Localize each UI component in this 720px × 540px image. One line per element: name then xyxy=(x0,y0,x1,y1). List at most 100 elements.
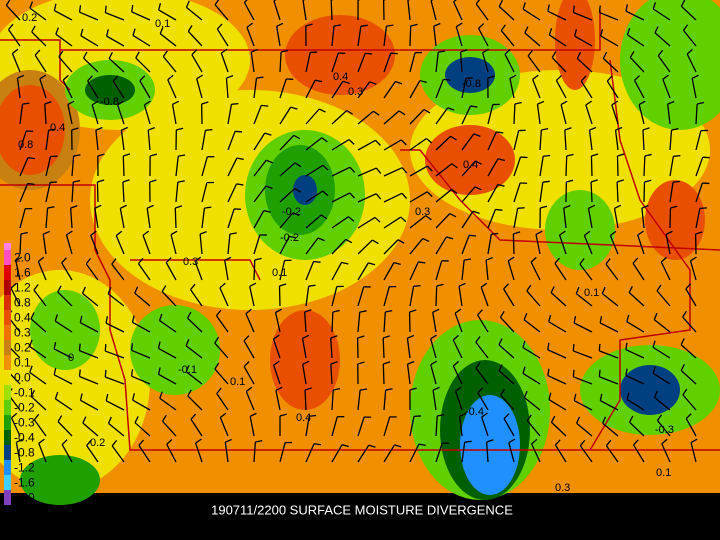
wind-barb xyxy=(662,74,669,80)
wind-barb xyxy=(409,165,428,177)
wind-barb xyxy=(171,104,177,125)
wind-barb xyxy=(626,314,630,322)
wind-barb xyxy=(503,283,509,290)
wind-barb xyxy=(330,0,333,21)
legend-label: -0.4 xyxy=(14,431,35,445)
wind-barb xyxy=(104,5,107,13)
wind-barb xyxy=(383,390,387,411)
wind-barb xyxy=(486,439,494,443)
wind-barb xyxy=(611,104,619,125)
wind-barb xyxy=(29,371,47,385)
wind-barb xyxy=(305,214,322,229)
wind-barb xyxy=(574,35,593,47)
wind-barb xyxy=(522,372,541,385)
wind-barb xyxy=(279,260,286,281)
wind-barb xyxy=(560,104,567,125)
wind-barb xyxy=(657,49,664,57)
wind-barb xyxy=(345,238,353,244)
wind-barb xyxy=(105,400,125,411)
wind-barb xyxy=(626,398,645,411)
wind-barb xyxy=(524,32,541,47)
wind-barb xyxy=(409,215,427,229)
wind-barb xyxy=(454,390,463,411)
contour-label: 0.1 xyxy=(155,18,170,30)
legend-label: -1.2 xyxy=(14,461,35,475)
wind-barb xyxy=(349,166,356,173)
wind-barb xyxy=(57,291,73,307)
wind-barb xyxy=(85,257,92,265)
wind-barb xyxy=(626,321,645,333)
wind-barb xyxy=(409,286,415,307)
wind-barb xyxy=(461,160,476,177)
wind-barb xyxy=(112,75,119,82)
wind-barb xyxy=(191,49,198,56)
wind-barb xyxy=(656,284,662,292)
wind-barb xyxy=(120,204,127,209)
wind-barb xyxy=(90,235,99,255)
wind-barb xyxy=(132,399,151,411)
wind-barb xyxy=(485,256,493,261)
field-area xyxy=(293,175,317,205)
wind-barb xyxy=(447,107,455,111)
wind-barb xyxy=(243,335,250,342)
wind-barb xyxy=(71,181,74,203)
wind-barb xyxy=(214,0,220,6)
wind-barb xyxy=(458,416,463,437)
wind-barb xyxy=(532,79,541,99)
wind-barb xyxy=(532,74,539,80)
legend-label: 0.3 xyxy=(14,326,31,340)
wind-barb xyxy=(170,230,178,236)
wind-barb xyxy=(513,231,521,235)
wind-barb xyxy=(279,51,282,73)
wind-barb xyxy=(45,182,51,203)
wind-barb xyxy=(33,284,39,291)
wind-barb xyxy=(302,360,310,365)
wind-barb xyxy=(17,74,25,79)
wind-barb xyxy=(560,100,568,106)
wind-barb xyxy=(243,2,255,21)
wind-barb xyxy=(331,238,347,255)
wind-barb xyxy=(643,155,646,177)
wind-barb xyxy=(551,57,567,73)
wind-barb xyxy=(253,159,267,177)
wind-barb xyxy=(148,127,156,131)
wind-barb xyxy=(142,235,151,255)
wind-barb xyxy=(220,52,229,73)
wind-barb xyxy=(265,185,273,190)
wind-barb xyxy=(10,287,21,307)
wind-barb xyxy=(682,29,697,47)
wind-barb xyxy=(130,343,134,351)
wind-barb xyxy=(61,262,73,281)
wind-barb xyxy=(606,75,613,82)
wind-barb xyxy=(55,398,73,411)
wind-barb xyxy=(430,360,438,366)
wind-barb xyxy=(357,53,366,73)
wind-barb xyxy=(249,286,255,307)
wind-barb xyxy=(53,348,73,359)
wind-barb xyxy=(149,179,157,183)
wind-barb xyxy=(214,4,229,21)
wind-barb xyxy=(598,369,601,377)
wind-barb xyxy=(590,155,593,177)
contour-label: -0.2 xyxy=(280,232,299,244)
wind-barb xyxy=(301,338,307,359)
wind-barb xyxy=(253,78,258,99)
wind-barb xyxy=(305,443,315,463)
field-area xyxy=(30,290,100,370)
wind-barb xyxy=(625,10,645,21)
contour-label: 0.4 xyxy=(463,159,478,171)
wind-barb xyxy=(435,135,452,151)
wind-barb xyxy=(465,77,473,80)
wind-barb xyxy=(460,49,468,53)
wind-barb xyxy=(548,28,553,36)
legend-swatch xyxy=(4,295,11,310)
wind-barb xyxy=(409,387,417,391)
wind-barb xyxy=(591,153,599,157)
wind-barb xyxy=(600,29,604,37)
wind-barb xyxy=(137,263,151,281)
wind-barb xyxy=(374,216,381,223)
wind-barb xyxy=(458,286,463,307)
wind-barb xyxy=(522,8,541,21)
wind-barb xyxy=(540,205,548,209)
wind-barb xyxy=(204,206,212,209)
